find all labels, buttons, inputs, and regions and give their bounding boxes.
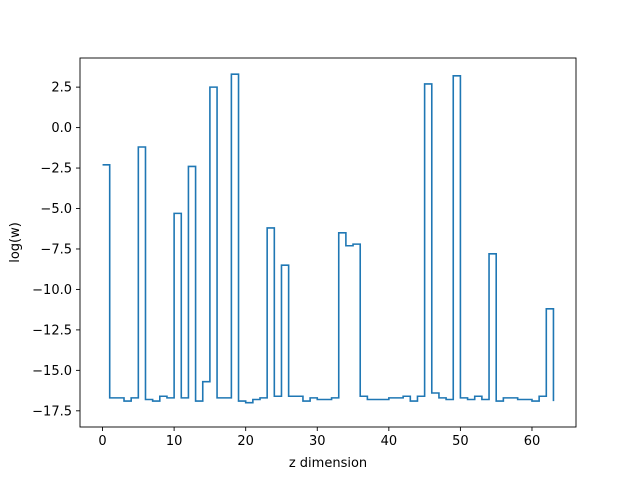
y-tick-label: −15.0 <box>32 364 72 379</box>
y-tick-label: 0.0 <box>51 121 72 136</box>
y-tick-label: −12.5 <box>32 323 72 338</box>
y-tick-label: −17.5 <box>32 404 72 419</box>
x-tick-label: 30 <box>309 434 326 449</box>
y-tick-label: 2.5 <box>51 81 72 96</box>
x-tick-label: 20 <box>237 434 254 449</box>
x-tick-label: 60 <box>524 434 541 449</box>
axes: 0 10 20 30 40 50 60 −17.5 −15.0 −12.5 −10.0 −7.5 −5.… <box>32 57 577 449</box>
x-tick-label: 0 <box>98 434 106 449</box>
series-line <box>102 73 555 404</box>
y-tick-label: −10.0 <box>32 283 72 298</box>
axes-frame <box>79 57 577 428</box>
x-axis-label: z dimension <box>289 456 367 471</box>
x-tick-label: 40 <box>381 434 398 449</box>
y-tick-label: −5.0 <box>40 202 72 217</box>
y-tick-label: −2.5 <box>40 162 72 177</box>
y-axis-label: log(w) <box>8 222 23 263</box>
plot-area <box>102 73 555 404</box>
x-tick-label: 50 <box>452 434 469 449</box>
y-tick-label: −7.5 <box>40 242 72 257</box>
x-tick-label: 10 <box>166 434 183 449</box>
